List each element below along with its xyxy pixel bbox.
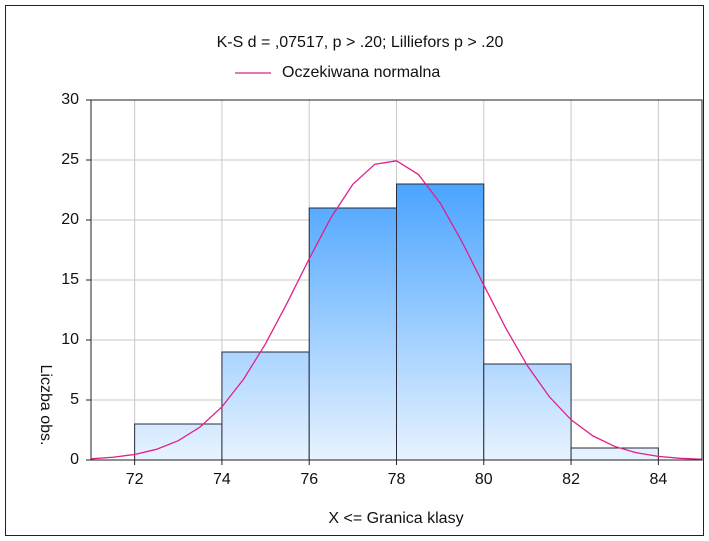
y-tick-label: 25 [61,151,79,168]
x-tick-label: 80 [475,471,493,488]
y-tick-label: 20 [61,211,79,228]
bar [134,423,223,461]
y-tick-label: 10 [61,331,79,348]
x-tick-label: 84 [649,471,667,488]
y-tick-label: 0 [70,451,79,468]
bar [308,207,398,461]
y-tick-label: 5 [70,391,79,408]
x-tick-label: 74 [213,471,231,488]
y-axis-label: Liczba obs. [37,365,54,446]
legend-label: Oczekiwana normalna [282,64,440,81]
y-tick-label: 30 [61,91,79,108]
bar [396,183,485,461]
x-tick-label: 82 [562,471,580,488]
bar [221,351,310,461]
x-tick-label: 76 [300,471,318,488]
x-tick-label: 72 [126,471,144,488]
x-axis-label: X <= Granica klasy [328,510,463,527]
normal-curve [90,160,703,460]
chart-title: K-S d = ,07517, p > .20; Lilliefors p > … [217,34,504,51]
y-tick-label: 15 [61,271,79,288]
bar [483,363,572,461]
x-tick-label: 78 [388,471,406,488]
plot-border [90,99,703,461]
